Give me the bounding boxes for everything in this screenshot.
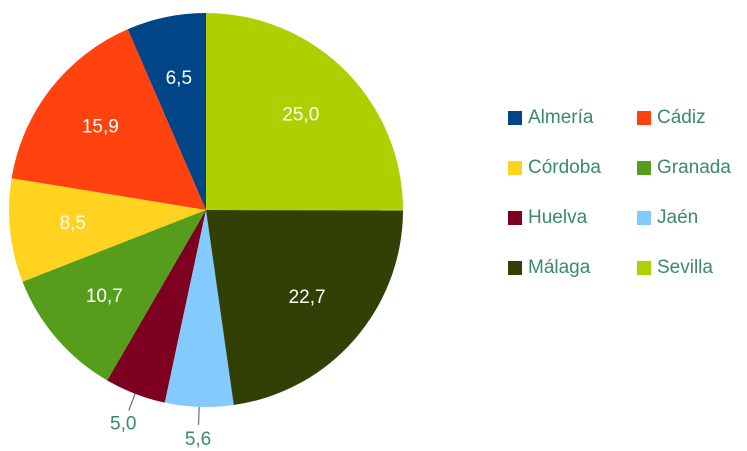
data-label: 10,7 (86, 286, 123, 307)
pie-slice (22, 210, 206, 381)
data-label: 25,0 (282, 104, 319, 125)
pie-slice (206, 210, 403, 406)
leader-line (198, 406, 200, 425)
pie-slice (164, 210, 234, 407)
data-label: 15,9 (82, 117, 119, 138)
legend-label: Huelva (528, 207, 588, 228)
pie-slice (206, 13, 403, 211)
legend-swatch (508, 211, 522, 225)
data-label: 8,5 (60, 213, 86, 234)
data-label: 6,5 (166, 68, 192, 89)
legend-label: Sevilla (657, 257, 713, 278)
pie-slice (127, 13, 206, 210)
legend-swatch (637, 161, 651, 175)
legend-label: Granada (657, 157, 731, 178)
legend-swatch (508, 161, 522, 175)
legend-label: Cádiz (657, 107, 706, 128)
legend-label: Almería (528, 107, 594, 128)
data-label: 5,0 (110, 414, 136, 435)
pie-slice (11, 29, 206, 210)
pie-slice (107, 210, 206, 403)
legend-label: Córdoba (528, 157, 601, 178)
legend-swatch (508, 111, 522, 125)
legend-swatch (508, 261, 522, 275)
legend-swatch (637, 111, 651, 125)
data-label: 5,6 (185, 429, 211, 450)
legend-swatch (637, 261, 651, 275)
leader-line (128, 393, 136, 411)
pie-slice (9, 178, 207, 282)
legend-label: Jaén (657, 207, 698, 228)
legend-swatch (637, 211, 651, 225)
data-label: 22,7 (289, 287, 326, 308)
legend-label: Málaga (528, 257, 591, 278)
